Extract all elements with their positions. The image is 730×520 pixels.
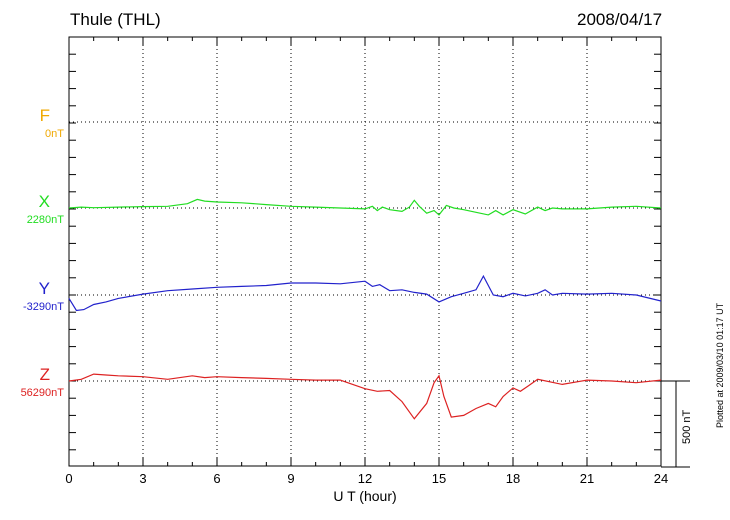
channel-name: Z: [39, 365, 50, 384]
series-line: [68, 373, 662, 420]
channel-name: X: [38, 192, 50, 211]
x-tick-label: 18: [506, 471, 520, 486]
x-tick-label: 6: [213, 471, 220, 486]
x-tick-label: 21: [580, 471, 594, 486]
channel-baseline: 56290nT: [20, 387, 64, 399]
channel-baseline: 0nT: [45, 128, 64, 140]
scale-bar-label: 500 nT: [681, 409, 693, 444]
series-line: [68, 198, 662, 216]
x-axis-label-text: U T (hour): [333, 488, 397, 504]
date-label: 2008/04/17: [577, 10, 663, 29]
plotted-timestamp: Plotted at 2009/03/10 01:17 UT: [715, 302, 725, 428]
x-tick-label: 24: [654, 471, 668, 486]
x-tick-label: 15: [432, 471, 446, 486]
channel-baseline: -3290nT: [23, 301, 64, 313]
x-tick-label: 12: [358, 471, 372, 486]
channel-name: Y: [38, 279, 50, 298]
series-line: [68, 274, 662, 312]
x-tick-label: 9: [287, 471, 294, 486]
station-title: Thule (THL): [70, 10, 161, 29]
channel-name: F: [39, 106, 50, 125]
x-axis-label: U T (hour): [0, 488, 730, 504]
x-tick-label: 3: [139, 471, 146, 486]
channel-baseline: 2280nT: [26, 214, 64, 226]
x-tick-label: 0: [65, 471, 72, 486]
